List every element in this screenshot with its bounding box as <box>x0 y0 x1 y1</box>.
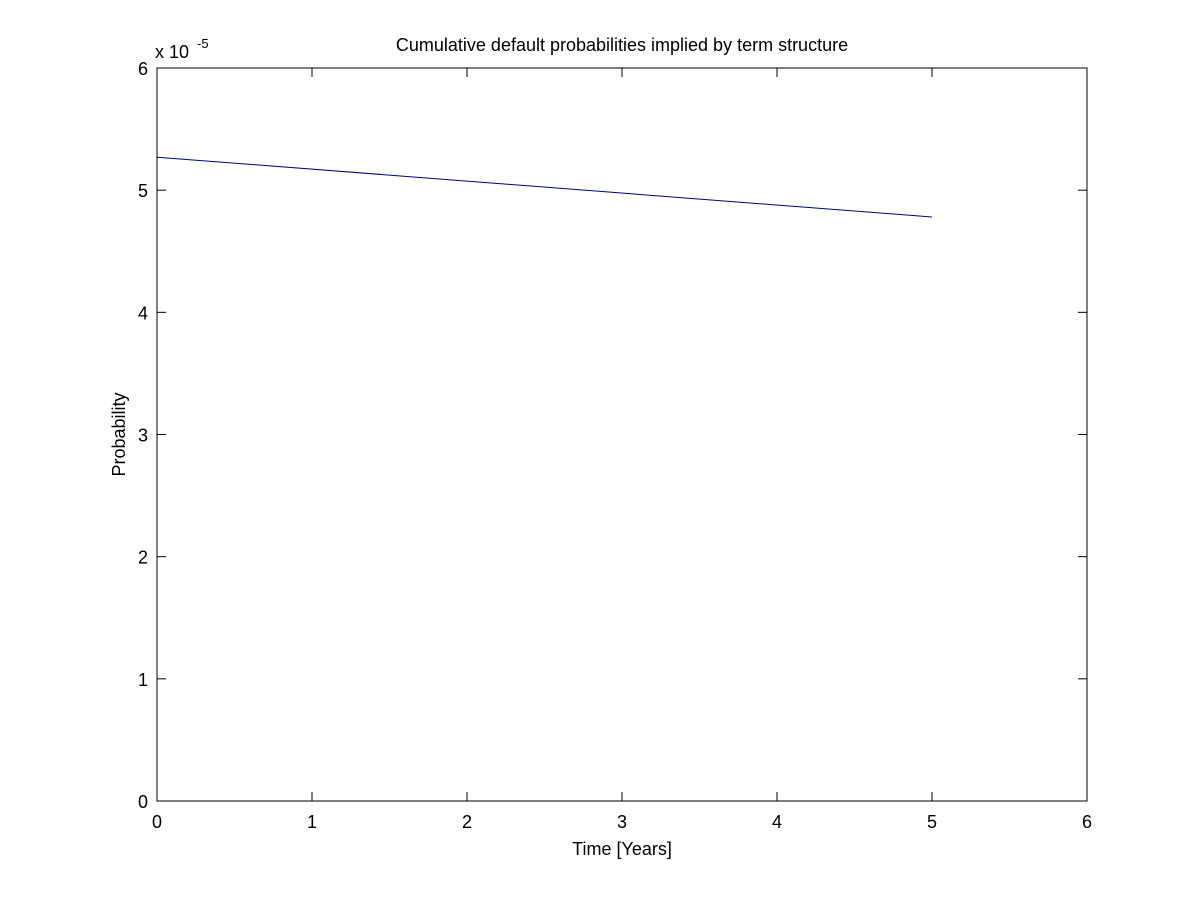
x-tick-label: 3 <box>617 812 627 832</box>
x-tick-label: 0 <box>152 812 162 832</box>
y-tick-label: 3 <box>138 426 148 446</box>
y-tick-label: 4 <box>138 303 148 323</box>
x-tick-label: 1 <box>307 812 317 832</box>
y-tick-label: 6 <box>138 59 148 79</box>
y-axis-multiplier-exponent: -5 <box>197 36 209 51</box>
y-tick-label: 0 <box>138 792 148 812</box>
x-tick-label: 5 <box>927 812 937 832</box>
chart-title: Cumulative default probabilities implied… <box>396 35 848 55</box>
y-axis-label: Probability <box>109 392 129 476</box>
axes-box <box>156 67 1088 802</box>
x-tick-label: 6 <box>1082 812 1092 832</box>
y-tick-label: 2 <box>138 548 148 568</box>
y-tick-label: 1 <box>138 670 148 690</box>
x-tick-label: 4 <box>772 812 782 832</box>
y-axis-multiplier: x 10 -5 <box>155 36 209 62</box>
y-tick-label: 5 <box>138 181 148 201</box>
series-line <box>156 156 933 218</box>
x-tick-label: 2 <box>462 812 472 832</box>
y-axis-multiplier-base: x 10 <box>155 42 189 62</box>
x-axis-label: Time [Years] <box>572 839 672 859</box>
ticks-layer: 0 1 2 3 4 5 6 0 1 2 3 4 5 6 <box>138 59 1092 832</box>
series-layer <box>156 156 933 218</box>
